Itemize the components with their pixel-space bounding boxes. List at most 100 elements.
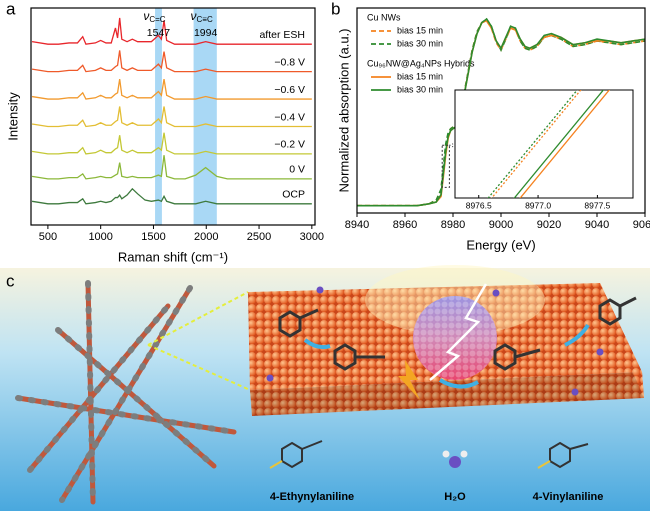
nanoparticles bbox=[59, 285, 193, 503]
molecule-label: 4-Vinylaniline bbox=[533, 491, 604, 503]
cluster-atoms bbox=[413, 296, 497, 380]
molecule-ring bbox=[333, 343, 357, 371]
x-tick-label: 9040 bbox=[585, 219, 609, 231]
panel-label: b bbox=[331, 0, 340, 18]
chart: a after ESH −0.8 V −0.6 V −0.4 V −0.2 V 0 V OCP… bbox=[5, 0, 324, 264]
x-tick-label: 2000 bbox=[194, 231, 218, 243]
spectrum-line bbox=[31, 106, 312, 128]
water-molecules bbox=[266, 286, 604, 396]
spectrum-line bbox=[31, 78, 312, 100]
icon-hydrogen bbox=[442, 450, 450, 458]
annotation-value: 1994 bbox=[194, 27, 218, 39]
annotation-value: 1547 bbox=[147, 27, 171, 39]
water bbox=[571, 388, 579, 396]
slab-shade bbox=[250, 372, 644, 416]
plot-frame bbox=[30, 7, 316, 226]
y-axis-label: Intensity bbox=[5, 92, 20, 141]
slab bbox=[248, 283, 644, 416]
highlight-band bbox=[155, 8, 162, 225]
annotation-subscript: C=C bbox=[149, 15, 165, 24]
legend-title: Cu NWs bbox=[367, 12, 401, 22]
x-tick-label: 9000 bbox=[489, 219, 513, 231]
x-tick-label: 1500 bbox=[141, 231, 165, 243]
x-tick-label: 500 bbox=[39, 231, 57, 243]
nanoparticles bbox=[27, 303, 171, 473]
x-tick-label: 3000 bbox=[300, 231, 324, 243]
molecule-bond bbox=[299, 308, 319, 320]
zoom-box bbox=[441, 144, 450, 188]
zoom-line bbox=[147, 344, 251, 391]
annotation: νC=C bbox=[143, 9, 165, 24]
water bbox=[266, 374, 274, 382]
nanoparticles bbox=[15, 395, 237, 435]
legend-label: bias 15 min bbox=[397, 71, 443, 81]
legend-icons bbox=[269, 440, 589, 469]
legend-title: Cu₉₆NW@Ag₄NPs Hybrids bbox=[367, 58, 475, 68]
icon-amine bbox=[537, 460, 551, 469]
y-axis-label: Normalized absorption (a.u.) bbox=[336, 28, 351, 192]
nanoparticles bbox=[55, 327, 217, 469]
molecule-ring bbox=[493, 343, 517, 371]
molecule-label: 4-Ethynylaniline bbox=[270, 491, 354, 503]
x-tick-label: 8940 bbox=[345, 219, 369, 231]
x-tick-label: 1000 bbox=[88, 231, 112, 243]
water bbox=[492, 289, 500, 297]
series-label: −0.2 V bbox=[274, 139, 305, 151]
spectrum-line bbox=[31, 17, 312, 45]
inset-tick-label: 8977.5 bbox=[584, 200, 610, 210]
spectrum-line bbox=[31, 132, 312, 155]
annotation: νC≡C bbox=[191, 9, 213, 24]
series-label: after ESH bbox=[259, 29, 305, 41]
panel-label: a bbox=[6, 0, 16, 18]
spectrum-line bbox=[31, 155, 312, 180]
annotation-symbol: ν bbox=[143, 9, 149, 23]
chart: b Cu NWs bias 15 min bias 30 min Cu₉₆NW@Ag₄N… bbox=[331, 0, 650, 252]
annotation-symbol: ν bbox=[191, 9, 197, 23]
water bbox=[316, 286, 324, 294]
legend-label: bias 30 min bbox=[397, 84, 443, 94]
icon-hydrogen bbox=[460, 450, 468, 458]
x-tick-label: 9060 bbox=[633, 219, 650, 231]
icon-bond bbox=[301, 440, 323, 450]
inset-line bbox=[513, 90, 605, 198]
energy-arrow bbox=[398, 360, 420, 400]
x-tick-label: 2500 bbox=[247, 231, 271, 243]
annotation-subscript: C≡C bbox=[197, 15, 213, 24]
series-label: OCP bbox=[282, 189, 305, 201]
icon-oxygen bbox=[449, 456, 461, 468]
arrow bbox=[564, 323, 590, 347]
icon-bond bbox=[569, 443, 589, 450]
lightning bbox=[429, 283, 488, 381]
water bbox=[596, 348, 604, 356]
x-tick-label: 8960 bbox=[393, 219, 417, 231]
inset-frame bbox=[454, 89, 634, 199]
inset-line bbox=[519, 90, 611, 198]
molecule-bond bbox=[514, 348, 541, 359]
arrow bbox=[303, 338, 331, 350]
zoom-line bbox=[147, 291, 249, 346]
x-axis-label: Energy (eV) bbox=[466, 237, 535, 252]
molecule-label: H₂O bbox=[444, 491, 466, 503]
molecule-bond bbox=[619, 296, 637, 308]
series-label: −0.8 V bbox=[274, 56, 305, 68]
panel-label: c bbox=[6, 271, 15, 290]
x-tick-label: 9020 bbox=[537, 219, 561, 231]
arrow bbox=[438, 378, 479, 389]
molecules bbox=[278, 296, 637, 371]
arrows bbox=[303, 323, 590, 389]
slab-front bbox=[250, 372, 644, 416]
nanoparticles bbox=[85, 280, 96, 505]
nanowires bbox=[15, 280, 237, 505]
highlight-band bbox=[193, 8, 217, 225]
spectrum-line bbox=[31, 187, 312, 205]
inset-tick-label: 8977.0 bbox=[525, 200, 551, 210]
icon-amine bbox=[269, 460, 283, 469]
legend-label: bias 15 min bbox=[397, 25, 443, 35]
inset-tick-label: 8976.5 bbox=[466, 200, 492, 210]
x-axis-label: Raman shift (cm⁻¹) bbox=[118, 249, 228, 264]
series-label: 0 V bbox=[289, 164, 305, 176]
legend-label: bias 30 min bbox=[397, 38, 443, 48]
x-tick-label: 8980 bbox=[441, 219, 465, 231]
